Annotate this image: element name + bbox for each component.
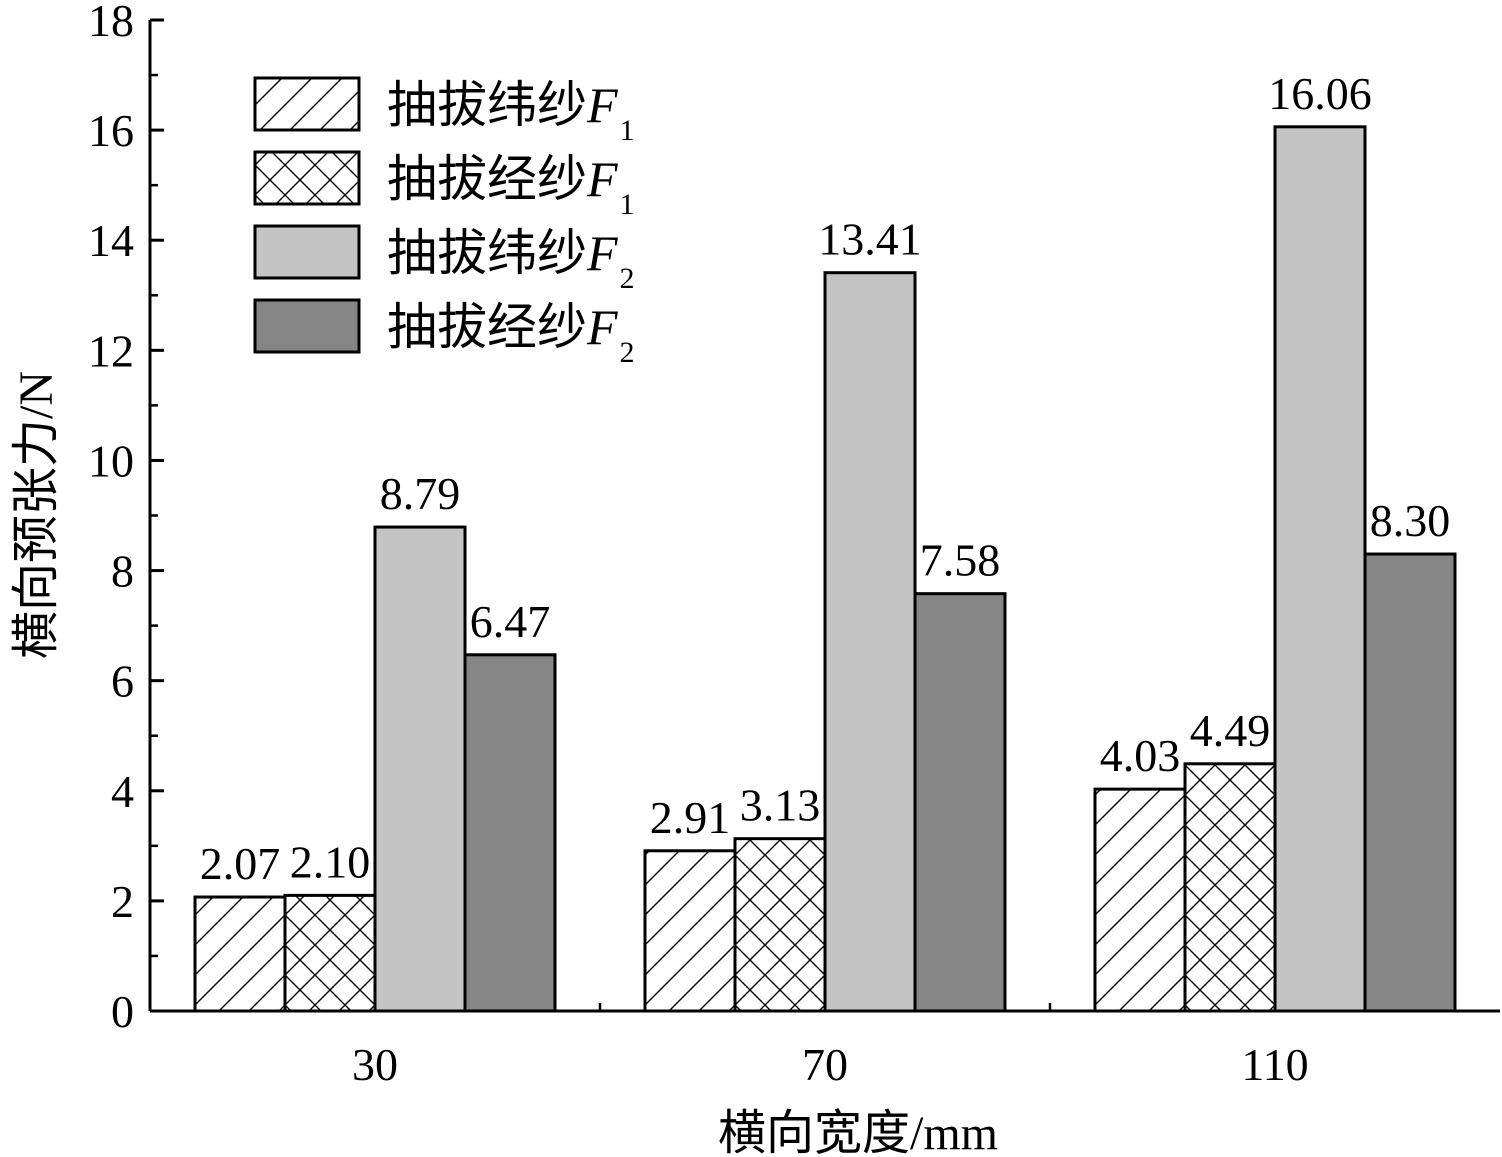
data-label: 2.10 (290, 836, 371, 887)
y-tick-label: 10 (88, 435, 134, 486)
y-tick-label: 2 (111, 876, 134, 927)
data-label: 6.47 (470, 596, 551, 647)
legend-label: 抽拔纬纱F1 (387, 77, 635, 147)
y-tick-label: 4 (111, 766, 134, 817)
data-label: 16.06 (1268, 68, 1372, 119)
bar (463, 653, 557, 1013)
bar (1363, 552, 1457, 1013)
data-label: 4.49 (1190, 705, 1271, 756)
bar (283, 893, 377, 1013)
bar (913, 592, 1007, 1013)
data-label: 8.30 (1370, 495, 1451, 546)
y-tick-label: 0 (111, 986, 134, 1037)
bar (373, 525, 467, 1013)
data-labels-layer: 2.07 2.10 8.79 6.47 2.91 3.13 13.41 7.58 4.03 4.4… (200, 68, 1451, 889)
legend-swatch (253, 150, 361, 206)
data-label: 2.91 (650, 792, 731, 843)
legend-swatch (253, 76, 361, 132)
bar (1093, 787, 1187, 1013)
data-label: 4.03 (1100, 730, 1181, 781)
y-tick-label: 14 (88, 215, 134, 266)
y-tick-label: 16 (88, 105, 134, 156)
x-ticks-layer: 30 70 110 (352, 997, 1309, 1090)
bar (643, 849, 737, 1013)
legend-swatch (253, 298, 361, 354)
y-tick-label: 6 (111, 656, 134, 707)
data-label: 13.41 (818, 214, 922, 265)
y-tick-label: 12 (88, 325, 134, 376)
x-tick-label: 70 (802, 1039, 848, 1090)
bars-layer (193, 125, 1457, 1013)
bar (733, 837, 827, 1013)
y-tick-label: 18 (88, 0, 134, 46)
bar (823, 271, 917, 1013)
legend-label: 抽拔纬纱F2 (387, 225, 635, 295)
x-tick-label: 110 (1241, 1039, 1308, 1090)
data-label: 3.13 (740, 780, 821, 831)
legend-label: 抽拔经纱F1 (387, 151, 635, 221)
axes-layer: 0 2 4 6 8 10 12 14 16 18 30 70 110 (88, 0, 1500, 1090)
legend-swatch (253, 224, 361, 280)
data-label: 7.58 (920, 535, 1001, 586)
y-ticks-layer: 0 2 4 6 8 10 12 14 16 18 (88, 0, 164, 1037)
data-label: 8.79 (380, 468, 461, 519)
x-axis-title: 横向宽度/mm (718, 1107, 998, 1157)
y-axis-title: 横向预张力/N (10, 371, 63, 659)
y-tick-label: 8 (111, 546, 134, 597)
x-tick-label: 30 (352, 1039, 398, 1090)
bar (193, 895, 287, 1013)
bar (1183, 762, 1277, 1013)
legend-label: 抽拔经纱F2 (387, 299, 635, 369)
data-label: 2.07 (200, 838, 281, 889)
bar (1273, 125, 1367, 1013)
